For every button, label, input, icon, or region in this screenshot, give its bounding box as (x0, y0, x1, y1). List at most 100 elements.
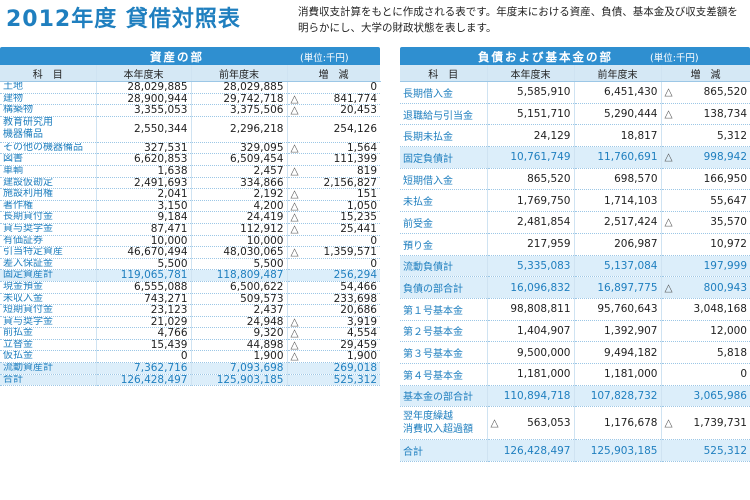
row-label: 貸与奨学金 (0, 316, 97, 329)
current-year-value: 2,550,344 (96, 116, 192, 143)
change-number: 1,739,731 (693, 416, 747, 429)
liabilities-header: 負債および基本金の部 (単位:千円) (400, 47, 750, 65)
current-year-number: 119,065,781 (120, 269, 188, 282)
previous-year-value: 2,457 (191, 165, 288, 178)
previous-year-value: 5,500 (191, 258, 288, 271)
change-value: △ 151 (287, 188, 380, 201)
change-value: 256,294 (287, 269, 380, 282)
current-year-value: 5,335,083 (487, 255, 575, 278)
table-row: 有価証券 10,000 10,000 0 (0, 235, 380, 248)
change-number: 29,459 (340, 339, 377, 351)
current-year-value: 0 (96, 350, 192, 364)
current-year-value: 16,096,832 (487, 276, 575, 299)
change-number: 841,774 (333, 93, 377, 105)
current-year-value: 7,362,716 (96, 362, 192, 375)
change-number: 10,972 (710, 238, 747, 251)
current-year-value: 87,471 (96, 223, 192, 236)
table-row: 預り金 217,959 206,987 10,972 (400, 233, 750, 256)
change-number: 20,686 (340, 304, 377, 317)
previous-year-value: 29,742,718 (191, 93, 288, 106)
table-row: 未払金 1,769,750 1,714,103 55,647 (400, 189, 750, 213)
decrease-mark: △ (290, 246, 299, 259)
current-year-number: 865,520 (527, 173, 571, 186)
previous-year-value: 10,000 (191, 235, 288, 248)
current-year-number: 5,500 (157, 258, 188, 270)
current-year-number: 4,766 (157, 327, 188, 340)
row-label: 著作権 (0, 200, 97, 213)
current-year-number: 126,428,497 (120, 374, 188, 386)
row-label: 流動資産計 (0, 362, 97, 375)
decrease-mark: △ (290, 188, 299, 201)
change-number: 0 (370, 258, 377, 270)
decrease-mark: △ (290, 211, 299, 224)
current-year-number: 0 (180, 350, 188, 363)
current-year-value: 6,555,088 (96, 281, 192, 294)
col-header-item: 科 目 (0, 65, 97, 82)
row-label: 短期貸付金 (0, 304, 97, 317)
previous-year-value: 9,494,182 (574, 341, 662, 364)
table-row: 建物 28,900,944 29,742,718 △ 841,774 (0, 93, 380, 106)
current-year-value: 3,150 (96, 200, 192, 213)
current-year-number: 5,585,910 (517, 86, 571, 99)
row-label: 翌年度繰越 消費収入超過額 (400, 406, 488, 441)
change-value: 12,000 (661, 320, 750, 343)
assets-rows: 土地 28,029,885 28,029,885 0 建物 28,900,944 29,74… (0, 81, 380, 387)
row-label: 未収入金 (0, 293, 97, 306)
table-row: 前払金 4,766 9,320 △ 4,554 (0, 327, 380, 340)
change-value: 5,818 (661, 341, 750, 364)
current-year-number: 9,184 (157, 211, 188, 224)
change-number: 269,018 (333, 362, 377, 375)
current-year-value: 2,481,854 (487, 211, 575, 234)
current-year-value: 28,029,885 (96, 81, 192, 94)
current-year-value: 865,520 (487, 168, 575, 191)
change-number: 12,000 (710, 324, 747, 337)
change-number: 35,570 (710, 216, 747, 229)
col-header-previous: 前年度末 (191, 65, 288, 82)
change-number: 2,156,827 (323, 177, 377, 189)
row-label: 預り金 (400, 233, 488, 256)
current-year-value: 23,123 (96, 304, 192, 317)
change-number: 197,999 (703, 259, 747, 272)
row-label: 基本金の部合計 (400, 385, 488, 408)
change-value: 166,950 (661, 168, 750, 191)
change-number: 15,235 (340, 211, 377, 224)
change-value: 0 (287, 258, 380, 271)
change-value: △ 841,774 (287, 93, 380, 106)
liabilities-panel: 負債および基本金の部 (単位:千円) 科 目 本年度末 前年度末 増 減 長期借… (400, 47, 750, 462)
change-number: 998,942 (703, 151, 747, 164)
previous-year-value: 334,866 (191, 177, 288, 190)
current-year-number: 2,481,854 (517, 216, 571, 229)
row-label: 貸与奨学金 (0, 223, 97, 236)
row-label: 合計 (400, 439, 488, 462)
previous-year-value: 24,948 (191, 316, 288, 329)
change-number: 3,919 (346, 316, 377, 328)
current-year-value: 28,900,944 (96, 93, 192, 106)
table-row: 長期未払金 24,129 18,817 5,312 (400, 124, 750, 148)
current-year-number: 46,670,494 (127, 246, 188, 259)
current-year-value: 126,428,497 (487, 439, 575, 462)
current-year-value: 743,271 (96, 293, 192, 306)
table-row: 教育研究用 機器備品 2,550,344 2,296,218 254,126 (0, 116, 380, 143)
row-label: 引当特定資産 (0, 246, 97, 259)
change-number: 25,441 (340, 223, 377, 235)
current-year-number: 126,428,497 (503, 444, 571, 457)
change-value: 233,698 (287, 293, 380, 306)
current-year-number: 217,959 (527, 238, 571, 251)
table-row: 仮払金 0 1,900 △ 1,900 (0, 350, 380, 364)
current-year-value: 21,029 (96, 316, 192, 329)
change-number: 819 (356, 165, 377, 177)
change-value: 0 (287, 81, 380, 94)
table-row: 施設利用権 2,041 2,192 △ 151 (0, 188, 380, 201)
change-value: 111,399 (287, 153, 380, 166)
change-value: 10,972 (661, 233, 750, 256)
row-label: 流動負債計 (400, 255, 488, 278)
change-value: 0 (661, 363, 750, 386)
decrease-mark: △ (290, 350, 299, 363)
previous-year-value: 6,500,622 (191, 281, 288, 294)
table-row: 貸与奨学金 87,471 112,912 △ 25,441 (0, 223, 380, 236)
change-number: 54,466 (340, 281, 377, 293)
change-value: 5,312 (661, 124, 750, 148)
change-number: 865,520 (703, 86, 747, 99)
table-row: 土地 28,029,885 28,029,885 0 (0, 81, 380, 94)
liabilities-rows: 長期借入金 5,585,910 6,451,430 △ 865,520 退職給与引当金 5,… (400, 81, 750, 462)
